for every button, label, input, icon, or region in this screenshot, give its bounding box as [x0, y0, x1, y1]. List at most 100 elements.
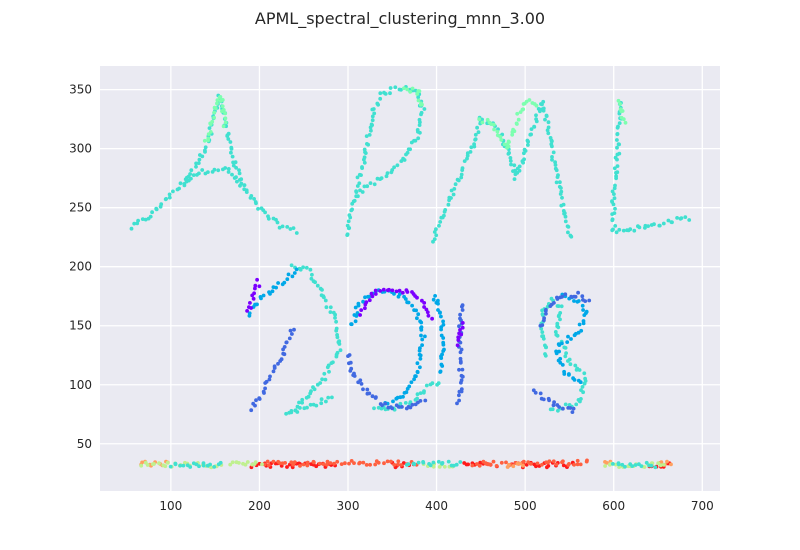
data-point	[390, 288, 395, 293]
data-point	[220, 104, 225, 109]
y-tick-label: 200	[69, 260, 92, 274]
x-axis-ticks: 100 200 300 400 500 600 700	[159, 499, 713, 513]
data-point	[442, 213, 446, 218]
data-point	[230, 154, 235, 159]
data-point	[305, 460, 310, 465]
data-point	[560, 195, 564, 200]
data-point	[154, 206, 159, 211]
data-point	[322, 371, 327, 376]
data-point	[168, 464, 173, 469]
data-point	[389, 170, 394, 175]
data-point	[441, 340, 446, 345]
data-point	[511, 127, 515, 132]
data-point	[577, 368, 582, 372]
data-point	[426, 313, 431, 318]
data-point	[560, 294, 564, 299]
data-point	[440, 352, 444, 357]
data-point	[311, 385, 315, 390]
data-point	[202, 138, 207, 143]
data-point	[563, 402, 568, 407]
data-point	[223, 116, 228, 121]
data-point	[578, 462, 583, 467]
data-point	[369, 128, 373, 133]
data-point	[459, 378, 464, 383]
data-point	[370, 114, 375, 119]
data-point	[375, 101, 380, 106]
data-point	[402, 391, 407, 395]
data-point	[129, 226, 134, 231]
data-point	[415, 295, 419, 300]
data-point	[573, 363, 578, 368]
data-point	[304, 265, 309, 270]
data-point	[438, 220, 443, 224]
data-point	[394, 289, 399, 294]
data-point	[508, 159, 513, 163]
data-point	[563, 214, 568, 219]
series-greenish	[202, 86, 628, 150]
data-point	[239, 177, 244, 182]
data-point	[254, 201, 258, 206]
data-point	[653, 465, 658, 470]
data-point	[396, 459, 401, 464]
data-point	[210, 119, 215, 124]
data-point	[670, 220, 674, 225]
data-point	[253, 286, 257, 291]
data-point	[418, 391, 423, 395]
data-point	[615, 164, 620, 169]
data-point	[568, 406, 573, 410]
data-point	[439, 314, 443, 319]
data-point	[441, 322, 446, 327]
data-point	[621, 117, 626, 122]
data-point	[439, 362, 444, 367]
data-point	[145, 463, 150, 467]
data-point	[298, 464, 302, 468]
data-point	[323, 377, 328, 382]
data-point	[556, 314, 561, 319]
data-point	[425, 310, 430, 315]
data-point	[563, 354, 568, 359]
data-point	[459, 373, 464, 378]
data-point	[459, 175, 464, 180]
data-point	[358, 313, 362, 317]
data-point	[459, 347, 464, 352]
data-point	[518, 461, 522, 466]
data-point	[612, 196, 617, 201]
data-point	[581, 308, 585, 312]
data-point	[443, 208, 448, 212]
data-point	[315, 283, 320, 288]
data-point	[373, 462, 378, 467]
data-point	[345, 232, 350, 237]
data-point	[579, 328, 584, 333]
data-point	[285, 465, 289, 469]
data-point	[395, 163, 400, 168]
data-point	[455, 343, 460, 348]
data-point	[637, 225, 642, 230]
data-point	[529, 127, 534, 131]
data-point	[245, 309, 250, 313]
data-point	[270, 289, 275, 294]
data-point	[468, 150, 473, 154]
data-point	[437, 223, 441, 228]
data-point	[252, 291, 256, 296]
data-point	[381, 287, 386, 292]
data-point	[581, 321, 586, 326]
data-point	[252, 197, 256, 201]
data-point	[284, 340, 289, 345]
data-point	[408, 400, 413, 405]
data-point	[228, 140, 233, 144]
data-point	[612, 166, 617, 171]
data-point	[330, 395, 334, 400]
data-point	[167, 195, 172, 200]
data-point	[515, 122, 519, 126]
data-point	[521, 160, 525, 165]
data-point	[418, 353, 423, 358]
data-point	[458, 356, 463, 361]
data-point	[409, 380, 414, 385]
data-point	[173, 461, 178, 466]
data-point	[276, 281, 280, 285]
data-point	[416, 136, 421, 141]
data-point	[512, 163, 517, 168]
data-point	[248, 196, 253, 200]
data-point	[419, 333, 423, 338]
data-point	[462, 159, 467, 164]
